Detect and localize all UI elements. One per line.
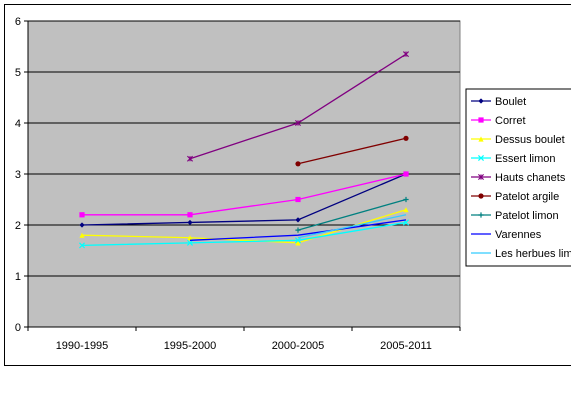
data-point bbox=[403, 51, 409, 58]
legend-label: Essert limon bbox=[495, 153, 556, 165]
series-corret bbox=[79, 171, 409, 218]
legend-marker bbox=[477, 154, 485, 162]
series-hauts-chanets bbox=[187, 51, 409, 162]
series-patelot-limon bbox=[295, 196, 409, 233]
legend-marker bbox=[478, 117, 484, 123]
y-tick-label: 3 bbox=[15, 169, 21, 181]
x-tick-label: 1990-1995 bbox=[56, 340, 109, 352]
data-point bbox=[403, 207, 409, 213]
y-tick-label: 0 bbox=[15, 322, 21, 334]
legend-label: Boulet bbox=[495, 96, 526, 108]
data-point bbox=[186, 239, 194, 246]
legend-marker bbox=[478, 174, 484, 180]
legend-item: Dessus boulet bbox=[471, 134, 565, 146]
legend-item: Hauts chanets bbox=[471, 172, 566, 184]
data-point bbox=[79, 212, 85, 218]
data-point bbox=[295, 227, 301, 233]
chart-frame: 0 1 2 3 4 5 6 1990-1995 1995-2000 2000-2005 2005-… bbox=[4, 4, 571, 366]
data-point bbox=[78, 242, 86, 249]
x-tick-label: 2000-2005 bbox=[272, 340, 325, 352]
data-point bbox=[295, 217, 301, 223]
legend-marker bbox=[478, 193, 484, 199]
legend-label: Patelot argile bbox=[495, 191, 559, 203]
legend-label: Hauts chanets bbox=[495, 172, 566, 184]
data-point bbox=[187, 155, 193, 162]
line-chart: 0 1 2 3 4 5 6 1990-1995 1995-2000 2000-2005 2005-… bbox=[15, 16, 571, 352]
series-varennes bbox=[189, 219, 407, 241]
series-line bbox=[81, 221, 407, 247]
legend-item: Patelot argile bbox=[471, 191, 559, 203]
legend-label: Patelot limon bbox=[495, 210, 559, 222]
legend-marker bbox=[478, 212, 484, 218]
series-line bbox=[189, 219, 407, 241]
legend-item: Varennes bbox=[471, 229, 542, 241]
legend-item: Les herbues lim bbox=[471, 248, 571, 260]
series-patelot-argile bbox=[295, 135, 409, 167]
series-les-herbues-lim bbox=[297, 214, 407, 239]
data-point bbox=[295, 120, 301, 126]
data-point bbox=[295, 196, 301, 203]
series-line bbox=[81, 173, 407, 226]
y-tick-label: 5 bbox=[15, 67, 21, 79]
legend-label: Varennes bbox=[495, 229, 542, 241]
data-point bbox=[187, 212, 193, 218]
data-point bbox=[403, 196, 409, 203]
legend-item: Boulet bbox=[471, 96, 526, 108]
y-tick-label: 2 bbox=[15, 220, 21, 232]
data-point bbox=[187, 235, 193, 241]
data-point bbox=[295, 240, 301, 246]
legend-label: Corret bbox=[495, 115, 526, 127]
legend-label: Dessus boulet bbox=[495, 134, 565, 146]
legend-label: Les herbues lim bbox=[495, 248, 571, 260]
y-tick-label: 6 bbox=[15, 16, 21, 28]
legend-item: Patelot limon bbox=[471, 210, 559, 222]
series-line bbox=[82, 173, 407, 216]
data-point bbox=[403, 135, 409, 141]
series-line bbox=[297, 214, 407, 239]
series-line bbox=[297, 198, 407, 231]
data-point bbox=[79, 232, 85, 238]
x-tick-label: 2005-2011 bbox=[380, 340, 432, 352]
legend-marker bbox=[478, 136, 484, 142]
series-line bbox=[297, 137, 407, 165]
y-tick-label: 1 bbox=[15, 271, 21, 283]
y-tick-label: 4 bbox=[15, 118, 21, 130]
data-point bbox=[79, 222, 85, 228]
data-point bbox=[294, 237, 302, 244]
legend-item: Essert limon bbox=[471, 153, 556, 165]
x-tick-label: 1995-2000 bbox=[164, 340, 217, 352]
legend-marker bbox=[478, 98, 484, 104]
data-point bbox=[403, 171, 409, 177]
legend-item: Corret bbox=[471, 115, 526, 127]
data-point bbox=[187, 219, 193, 226]
data-point bbox=[295, 161, 301, 167]
